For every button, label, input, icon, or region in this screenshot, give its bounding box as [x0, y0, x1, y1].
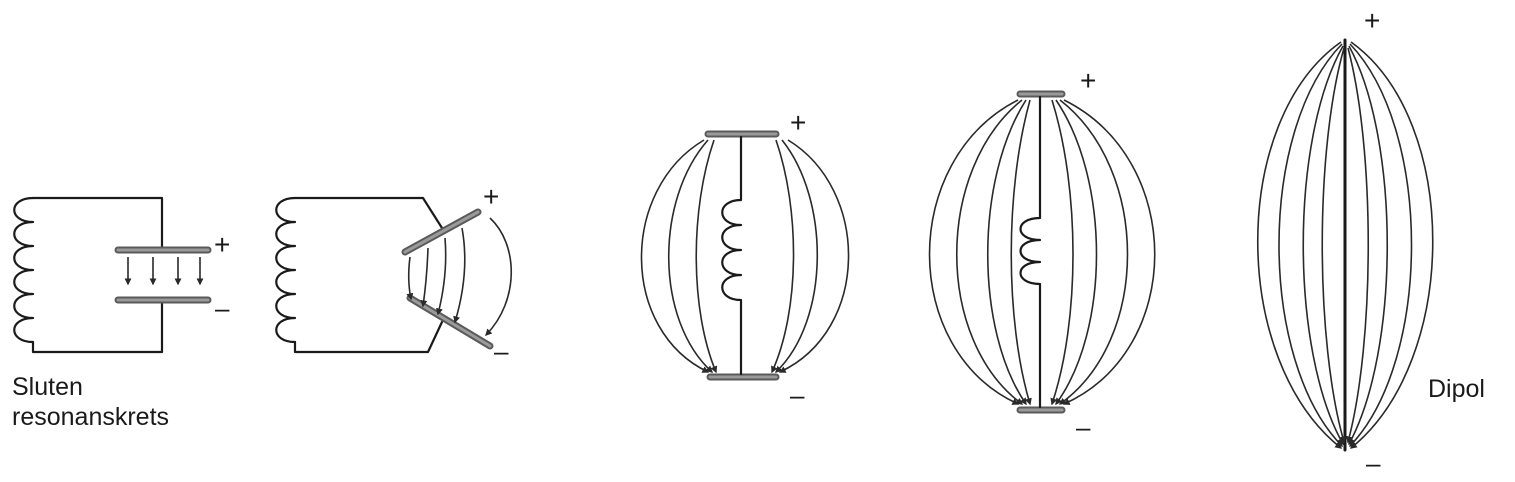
stage-opening-circuit: + – — [275, 181, 513, 366]
field-line — [771, 139, 795, 374]
field-line — [1349, 41, 1434, 449]
field-line — [928, 99, 1020, 405]
field-line — [987, 99, 1027, 406]
field-line — [1349, 43, 1413, 448]
field-line — [1058, 99, 1129, 405]
field-line — [774, 139, 819, 373]
field-line — [695, 139, 718, 374]
minus-sign: – — [494, 336, 509, 366]
plus-sign: + — [790, 107, 806, 138]
field-line — [435, 237, 447, 316]
field-line — [1302, 45, 1344, 446]
minus-sign: – — [1366, 448, 1381, 478]
wire-bottom — [293, 320, 444, 354]
plus-sign: + — [1364, 5, 1380, 36]
field-line — [1348, 45, 1388, 446]
stage-closed-circuit: + – — [13, 196, 230, 354]
stage-open-circuit-2: + – — [928, 65, 1156, 442]
wire-top — [293, 196, 444, 230]
field-line — [1321, 47, 1346, 444]
field-line — [1055, 99, 1098, 406]
field-line — [1010, 99, 1032, 406]
caption-line-1: Sluten — [12, 373, 83, 401]
minus-sign: – — [790, 380, 805, 410]
field-line — [955, 99, 1024, 405]
wire-top — [31, 196, 164, 252]
wire-bottom — [31, 298, 164, 354]
field-line — [453, 227, 466, 324]
field-line — [1278, 43, 1343, 448]
caption-line-2: resonanskrets — [12, 403, 170, 431]
stage-dipole: + – — [1257, 5, 1434, 478]
field-line — [668, 139, 714, 373]
coil — [721, 135, 743, 376]
dipole-caption: Dipol — [1428, 375, 1485, 403]
coil — [1019, 95, 1042, 409]
coil — [13, 196, 35, 344]
closed-circuit-caption: Sluten resonanskrets — [12, 372, 169, 432]
field-line — [420, 247, 429, 308]
plus-sign: + — [214, 229, 230, 260]
field-line — [640, 139, 710, 373]
field-line — [1346, 47, 1370, 444]
field-line — [778, 139, 850, 373]
field-line — [406, 256, 414, 301]
field-line — [1062, 99, 1156, 405]
stage-open-circuit-1: + – — [640, 107, 850, 410]
plus-sign: + — [1080, 65, 1096, 96]
field-line — [1257, 41, 1343, 449]
minus-sign: – — [215, 293, 230, 323]
field-line — [485, 217, 513, 337]
minus-sign: – — [1076, 412, 1091, 442]
plus-sign: + — [483, 181, 499, 212]
coil — [275, 196, 297, 344]
field-line — [1050, 99, 1074, 406]
